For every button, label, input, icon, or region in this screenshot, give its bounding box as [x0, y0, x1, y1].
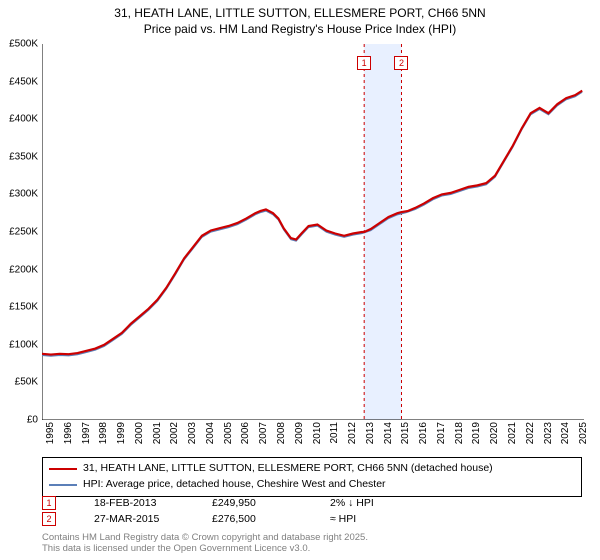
y-tick-label: £400K: [9, 114, 38, 125]
footer-line2: This data is licensed under the Open Gov…: [42, 544, 368, 555]
y-tick-label: £0: [27, 415, 38, 426]
x-tick-label: 2013: [365, 422, 376, 444]
marker-price-1: £249,950: [212, 497, 302, 509]
x-tick-label: 2015: [400, 422, 411, 444]
y-tick-label: £250K: [9, 227, 38, 238]
marker-box-2: 2: [42, 512, 56, 526]
marker-delta-1: 2% ↓ HPI: [330, 497, 374, 509]
x-tick-label: 2007: [258, 422, 269, 444]
footer: Contains HM Land Registry data © Crown c…: [42, 533, 368, 555]
x-tick-label: 2021: [507, 422, 518, 444]
marker-box-1: 1: [42, 496, 56, 510]
y-tick-label: £200K: [9, 264, 38, 275]
title-line1: 31, HEATH LANE, LITTLE SUTTON, ELLESMERE…: [0, 6, 600, 22]
marker-date-1: 18-FEB-2013: [94, 497, 184, 509]
marker-date-2: 27-MAR-2015: [94, 513, 184, 525]
y-tick-label: £150K: [9, 302, 38, 313]
x-tick-label: 2000: [134, 422, 145, 444]
marker-price-2: £276,500: [212, 513, 302, 525]
plot-svg: [42, 44, 584, 420]
x-tick-label: 2012: [347, 422, 358, 444]
series-property: [42, 91, 582, 355]
chart-container: 31, HEATH LANE, LITTLE SUTTON, ELLESMERE…: [0, 0, 600, 560]
legend-label-1: 31, HEATH LANE, LITTLE SUTTON, ELLESMERE…: [83, 461, 493, 477]
x-tick-label: 2017: [436, 422, 447, 444]
x-tick-label: 2018: [454, 422, 465, 444]
x-tick-label: 2011: [329, 422, 340, 444]
chart-area: £0£50K£100K£150K£200K£250K£300K£350K£400…: [42, 44, 584, 420]
x-tick-label: 1996: [63, 422, 74, 444]
marker-row-1: 1 18-FEB-2013 £249,950 2% ↓ HPI: [42, 496, 582, 510]
x-tick-label: 2010: [312, 422, 323, 444]
marker-delta-2: ≈ HPI: [330, 513, 356, 525]
x-tick-label: 2025: [578, 422, 589, 444]
legend-swatch-2: [49, 484, 77, 486]
series-hpi: [42, 92, 582, 356]
plot-marker-box: 1: [357, 56, 371, 70]
y-tick-label: £100K: [9, 339, 38, 350]
x-tick-label: 2023: [543, 422, 554, 444]
legend-row-2: HPI: Average price, detached house, Ches…: [49, 477, 575, 493]
x-tick-label: 2004: [205, 422, 216, 444]
title-line2: Price paid vs. HM Land Registry's House …: [0, 22, 600, 38]
x-tick-label: 2020: [489, 422, 500, 444]
marker-row-2: 2 27-MAR-2015 £276,500 ≈ HPI: [42, 512, 582, 526]
legend-box: 31, HEATH LANE, LITTLE SUTTON, ELLESMERE…: [42, 457, 582, 497]
x-tick-label: 2001: [152, 422, 163, 444]
x-tick-label: 2024: [560, 422, 571, 444]
x-tick-label: 2014: [383, 422, 394, 444]
plot-marker-box: 2: [394, 56, 408, 70]
x-tick-label: 2022: [525, 422, 536, 444]
y-tick-label: £450K: [9, 76, 38, 87]
marker-num-1: 1: [46, 498, 51, 508]
x-tick-label: 2003: [187, 422, 198, 444]
x-tick-label: 2016: [418, 422, 429, 444]
x-tick-label: 1998: [98, 422, 109, 444]
x-tick-label: 2009: [294, 422, 305, 444]
highlight-band: [364, 44, 401, 420]
x-tick-label: 1995: [45, 422, 56, 444]
x-tick-label: 2008: [276, 422, 287, 444]
legend-swatch-1: [49, 468, 77, 470]
x-tick-label: 1997: [81, 422, 92, 444]
marker-table: 1 18-FEB-2013 £249,950 2% ↓ HPI 2 27-MAR…: [42, 496, 582, 528]
x-tick-label: 2005: [223, 422, 234, 444]
y-tick-label: £50K: [15, 377, 38, 388]
y-tick-label: £350K: [9, 151, 38, 162]
x-tick-label: 2002: [169, 422, 180, 444]
title-block: 31, HEATH LANE, LITTLE SUTTON, ELLESMERE…: [0, 0, 600, 37]
y-tick-label: £300K: [9, 189, 38, 200]
x-tick-label: 2006: [240, 422, 251, 444]
x-tick-label: 2019: [471, 422, 482, 444]
legend-label-2: HPI: Average price, detached house, Ches…: [83, 477, 386, 493]
legend-row-1: 31, HEATH LANE, LITTLE SUTTON, ELLESMERE…: [49, 461, 575, 477]
y-tick-label: £500K: [9, 39, 38, 50]
marker-num-2: 2: [46, 514, 51, 524]
x-tick-label: 1999: [116, 422, 127, 444]
